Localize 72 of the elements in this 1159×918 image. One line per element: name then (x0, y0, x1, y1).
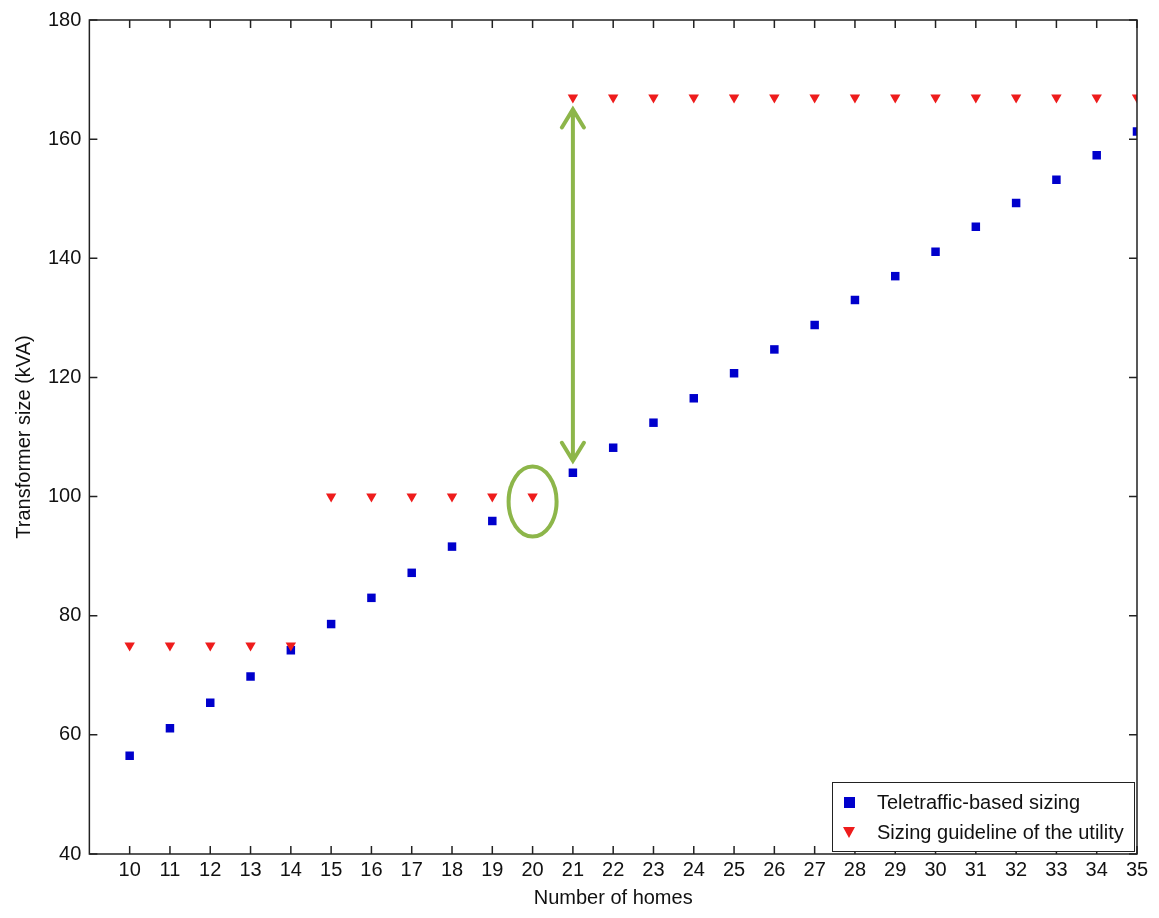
point (567, 94, 579, 104)
point (1091, 94, 1102, 104)
x-tick-label: 24 (682, 857, 705, 880)
x-tick-label: 25 (722, 857, 746, 880)
y-tick-label: 180 (47, 7, 82, 30)
x-tick-label: 17 (400, 857, 423, 880)
point (890, 94, 901, 104)
point (930, 94, 941, 104)
point (849, 94, 861, 104)
y-tick-label: 140 (47, 245, 82, 268)
point (729, 369, 739, 378)
x-tick-label: 12 (199, 857, 222, 880)
point (1051, 94, 1062, 104)
point (810, 320, 819, 330)
x-tick-label: 29 (884, 857, 907, 880)
point (1092, 150, 1101, 160)
point (206, 698, 215, 707)
x-tick-label: 27 (803, 857, 826, 880)
point (688, 94, 699, 104)
y-tick-label: 80 (59, 603, 82, 626)
point (608, 443, 618, 452)
y-tick-label: 40 (59, 841, 82, 864)
point (447, 542, 457, 551)
x-tick-label: 13 (239, 857, 262, 880)
point (164, 642, 176, 652)
x-tick-label: 28 (843, 857, 867, 880)
x-tick-label: 11 (159, 857, 181, 880)
point (769, 94, 780, 104)
x-axis-title: Number of homes (533, 885, 693, 908)
point (607, 94, 619, 104)
x-tick-label: 30 (924, 857, 947, 880)
x-tick-label: 19 (481, 857, 504, 880)
y-tick-label: 120 (47, 364, 82, 387)
point (1052, 175, 1061, 184)
y-axis-title: Transformer size (kVA) (11, 335, 34, 539)
point (367, 593, 376, 603)
x-tick-label: 34 (1085, 857, 1108, 880)
x-tick-label: 22 (602, 857, 625, 880)
point (648, 94, 659, 104)
point (689, 394, 699, 403)
legend-label: Teletraffic-based sizing (877, 790, 1081, 814)
point (446, 493, 458, 503)
point (728, 94, 740, 104)
point (246, 672, 255, 681)
x-tick-label: 16 (360, 857, 383, 880)
y-tick-label: 160 (47, 126, 82, 149)
y-tick-label: 100 (47, 484, 82, 507)
point (971, 222, 981, 231)
y-tick-label: 60 (59, 722, 82, 745)
x-tick-label: 21 (561, 857, 585, 880)
x-tick-label: 35 (1125, 857, 1149, 880)
legend-label: Sizing guideline of the utility (877, 820, 1124, 844)
point (970, 94, 982, 104)
point (809, 94, 820, 104)
point (649, 418, 658, 427)
x-tick-label: 33 (1045, 857, 1068, 880)
point (1010, 94, 1022, 104)
x-tick-label: 20 (521, 857, 544, 880)
x-tick-label: 10 (118, 857, 141, 880)
x-tick-label: 31 (964, 857, 987, 880)
point (165, 724, 175, 733)
point (125, 751, 134, 760)
x-tick-label: 14 (279, 857, 302, 880)
x-tick-label: 26 (763, 857, 786, 880)
point (488, 516, 497, 526)
x-tick-label: 15 (320, 857, 343, 880)
point (770, 345, 779, 354)
x-tick-label: 18 (440, 857, 464, 880)
point (407, 568, 416, 578)
x-tick-label: 32 (1004, 857, 1028, 880)
x-tick-label: 23 (642, 857, 665, 880)
point (931, 247, 940, 256)
